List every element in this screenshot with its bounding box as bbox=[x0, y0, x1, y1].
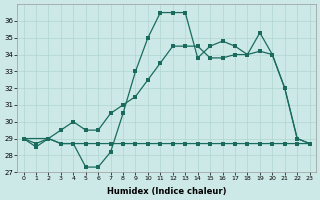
X-axis label: Humidex (Indice chaleur): Humidex (Indice chaleur) bbox=[107, 187, 226, 196]
